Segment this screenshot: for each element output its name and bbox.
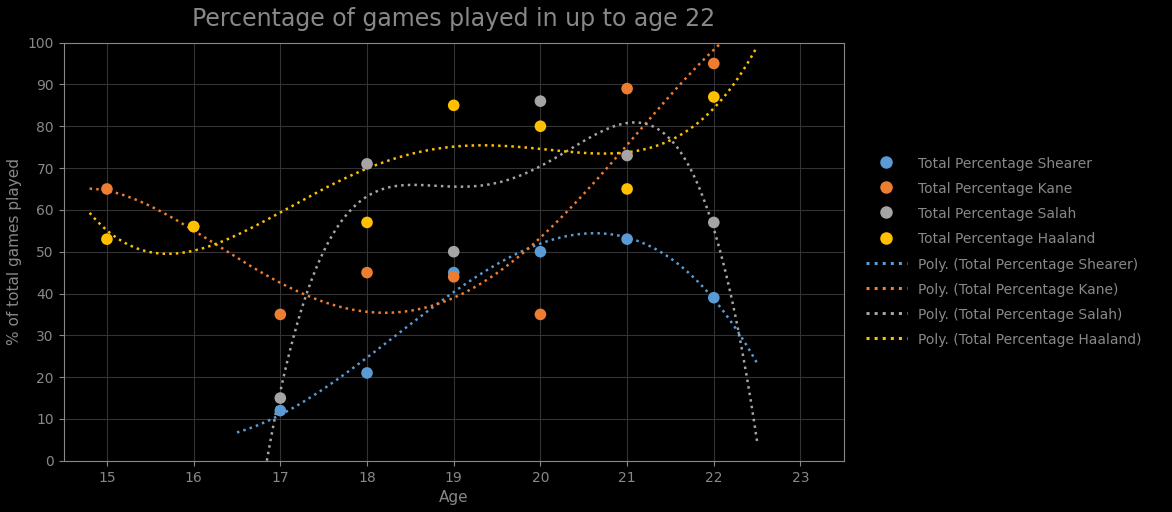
Point bbox=[531, 248, 550, 256]
Point bbox=[271, 310, 289, 318]
Point bbox=[271, 407, 289, 415]
Point bbox=[618, 185, 636, 193]
Point bbox=[618, 84, 636, 93]
Point bbox=[184, 223, 203, 231]
Point bbox=[97, 185, 116, 193]
Title: Percentage of games played in up to age 22: Percentage of games played in up to age … bbox=[192, 7, 715, 31]
Point bbox=[357, 268, 376, 276]
Point bbox=[444, 273, 463, 281]
Y-axis label: % of total games played: % of total games played bbox=[7, 158, 22, 345]
Point bbox=[444, 101, 463, 110]
X-axis label: Age: Age bbox=[438, 490, 469, 505]
Point bbox=[357, 160, 376, 168]
Legend: Total Percentage Shearer, Total Percentage Kane, Total Percentage Salah, Total P: Total Percentage Shearer, Total Percenta… bbox=[859, 149, 1149, 354]
Point bbox=[531, 122, 550, 131]
Point bbox=[531, 310, 550, 318]
Point bbox=[531, 97, 550, 105]
Point bbox=[357, 369, 376, 377]
Point bbox=[704, 93, 723, 101]
Point bbox=[97, 235, 116, 243]
Point bbox=[357, 218, 376, 226]
Point bbox=[618, 235, 636, 243]
Point bbox=[704, 218, 723, 226]
Point bbox=[704, 59, 723, 68]
Point bbox=[444, 268, 463, 276]
Point bbox=[271, 394, 289, 402]
Point bbox=[704, 293, 723, 302]
Point bbox=[444, 248, 463, 256]
Point bbox=[184, 223, 203, 231]
Point bbox=[618, 152, 636, 160]
